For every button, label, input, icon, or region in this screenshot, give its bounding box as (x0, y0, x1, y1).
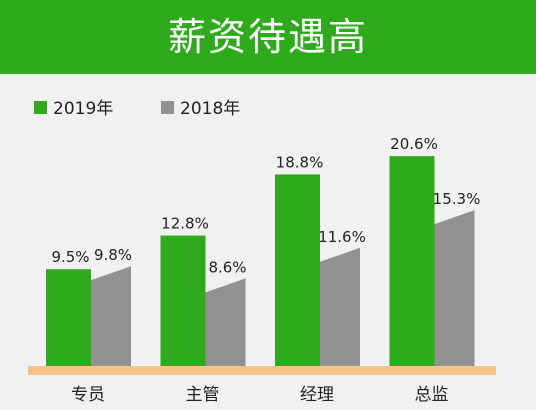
title-bar: 薪资待遇高 (0, 0, 536, 74)
data-label-2019-2: 12.8% (161, 215, 209, 233)
bar-2018-2 (205, 278, 246, 366)
category-labels: 专员 主管 经理 总监 (71, 385, 449, 405)
data-label-2018-1: 9.8% (94, 246, 132, 264)
bar-2019-3 (275, 174, 320, 366)
baseline-band (28, 366, 496, 375)
bars (46, 156, 475, 366)
data-label-2019-3: 18.8% (276, 153, 324, 171)
category-label-2: 主管 (186, 385, 220, 405)
bar-2019-1 (46, 269, 91, 366)
category-label-3: 经理 (300, 385, 334, 405)
legend-label-2018: 2018年 (180, 99, 240, 119)
category-label-1: 专员 (71, 385, 105, 405)
category-label-4: 总监 (415, 385, 449, 405)
legend-swatch-2018 (161, 101, 174, 114)
data-label-2019-4: 20.6% (390, 135, 438, 153)
bar-2019-4 (389, 156, 435, 366)
bar-2018-1 (91, 266, 131, 366)
legend: 2019年 2018年 (34, 99, 240, 119)
bar-2019-2 (160, 235, 206, 366)
chart-title: 薪资待遇高 (167, 15, 368, 59)
legend-swatch-2019 (34, 101, 47, 114)
bar-2018-4 (434, 210, 475, 366)
data-labels: 9.5% 9.8% 12.8% 8.6% 18.8% 11.6% 20.6% 15.3% (51, 135, 480, 276)
data-label-2019-1: 9.5% (51, 248, 89, 266)
data-label-2018-4: 15.3% (433, 190, 481, 208)
data-label-2018-2: 8.6% (208, 258, 246, 276)
bar-2018-3 (320, 247, 360, 366)
legend-label-2019: 2019年 (53, 99, 113, 119)
data-label-2018-3: 11.6% (318, 228, 366, 246)
